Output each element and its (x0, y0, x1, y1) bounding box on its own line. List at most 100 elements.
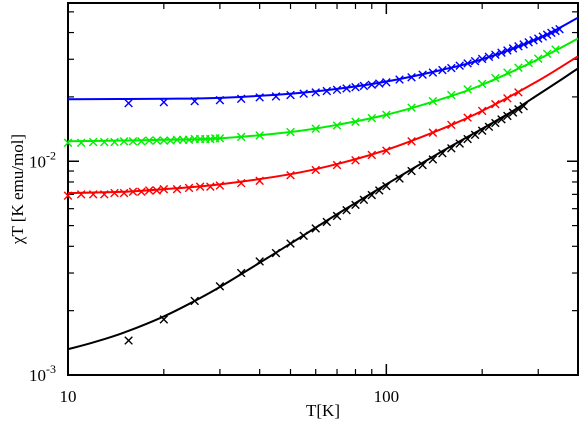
data-point-series-2 (407, 103, 416, 113)
data-point-series-1 (351, 82, 360, 92)
data-point-series-1 (484, 52, 494, 62)
data-point-series-2 (286, 127, 295, 137)
data-point-series-4 (491, 118, 500, 128)
data-point-series-4 (477, 126, 487, 135)
data-point-series-3 (407, 136, 416, 146)
data-point-series-1 (332, 85, 342, 95)
data-point-series-3 (428, 128, 438, 138)
data-point-series-4 (463, 134, 472, 144)
data-point-series-2 (76, 138, 86, 148)
data-point-series-1 (311, 88, 321, 97)
data-point-series-3 (514, 88, 523, 97)
data-point-series-2 (367, 113, 377, 123)
data-point-series-2 (311, 124, 321, 133)
data-point-series-4 (322, 217, 332, 227)
data-point-series-4 (351, 200, 360, 210)
data-point-series-4 (124, 336, 133, 345)
axis-ticks (67, 3, 579, 376)
data-point-series-2 (447, 90, 456, 100)
data-point-series-1 (514, 41, 523, 51)
x-tick-labels: 10 100 (60, 387, 400, 406)
data-point-series-2 (503, 68, 512, 77)
data-point-series-2 (159, 136, 169, 145)
data-point-series-3 (491, 99, 500, 109)
y-tick-label: 10 -3 (29, 362, 56, 385)
data-point-series-3 (447, 120, 456, 130)
data-point-series-4 (455, 139, 464, 148)
data-point-series-4 (497, 115, 506, 124)
data-point-series-3 (152, 186, 162, 195)
data-point-series-1 (455, 61, 464, 70)
svg-text:10: 10 (29, 366, 46, 385)
y-tick-labels: 10-310-2 (29, 148, 56, 385)
data-point-series-1 (533, 34, 543, 43)
data-point-series-4 (311, 224, 321, 233)
data-point-series-2 (144, 136, 154, 145)
data-point-series-2 (88, 137, 98, 147)
data-point-series-4 (438, 148, 447, 158)
data-point-series-4 (215, 282, 225, 291)
data-point-series-2 (332, 121, 342, 130)
data-point-series-4 (332, 211, 342, 221)
fit-line-series-1 (67, 16, 579, 101)
data-point-series-1 (542, 30, 552, 39)
data-point-series-1 (255, 93, 264, 102)
data-point-series-4 (484, 122, 494, 132)
data-point-series-4 (342, 205, 351, 215)
data-point-series-3 (351, 156, 360, 165)
data-point-series-3 (76, 190, 86, 199)
data-point-series-4 (447, 143, 456, 153)
data-point-series-1 (497, 48, 506, 57)
data-point-series-1 (470, 56, 480, 66)
data-point-series-4 (514, 105, 523, 114)
data-point-series-1 (491, 50, 500, 60)
data-point-series-1 (395, 75, 404, 84)
data-point-series-2 (551, 45, 560, 54)
data-point-series-2 (477, 79, 487, 89)
data-point-series-4 (428, 155, 438, 164)
data-point-series-1 (367, 80, 377, 90)
data-point-series-1 (271, 92, 281, 101)
data-point-series-1 (190, 96, 199, 106)
data-point-series-4 (367, 190, 377, 200)
fit-line-series-4 (67, 67, 579, 351)
data-point-series-4 (271, 248, 281, 258)
data-point-series-2 (514, 63, 523, 72)
data-point-series-3 (184, 183, 194, 193)
data-point-series-1 (382, 78, 391, 87)
data-point-series-2 (533, 54, 543, 63)
data-point-series-3 (110, 188, 119, 198)
data-point-series-3 (236, 178, 246, 188)
data-point-series-4 (159, 315, 169, 324)
data-point-series-1 (508, 44, 518, 53)
data-point-series-2 (351, 117, 360, 127)
data-point-series-2 (128, 136, 138, 146)
data-point-series-2 (63, 138, 73, 148)
data-point-series-3 (367, 150, 377, 160)
data-point-series-3 (463, 113, 472, 122)
data-point-series-4 (286, 239, 295, 248)
data-point-series-4 (299, 231, 308, 241)
data-point-series-4 (255, 257, 264, 266)
data-point-series-3 (382, 146, 391, 156)
data-point-series-1 (477, 54, 487, 64)
data-point-series-4 (418, 160, 427, 170)
data-point-series-4 (236, 268, 246, 278)
data-point-series-1 (418, 70, 427, 80)
data-point-series-3 (195, 182, 205, 192)
x-axis-label: T[K] (306, 401, 340, 420)
data-point-series-1 (299, 89, 308, 99)
svg-text:10: 10 (29, 152, 46, 171)
data-point-series-4 (508, 108, 518, 117)
data-point-series-1 (407, 73, 416, 82)
data-point-series-4 (374, 186, 384, 195)
data-point-series-1 (428, 68, 438, 77)
data-point-series-4 (190, 296, 199, 306)
data-point-series-1 (447, 63, 456, 73)
data-point-series-2 (137, 136, 146, 146)
data-point-series-2 (172, 135, 182, 145)
data-point-series-1 (286, 90, 295, 100)
svg-text:-2: -2 (46, 148, 56, 162)
data-point-series-3 (144, 186, 154, 195)
